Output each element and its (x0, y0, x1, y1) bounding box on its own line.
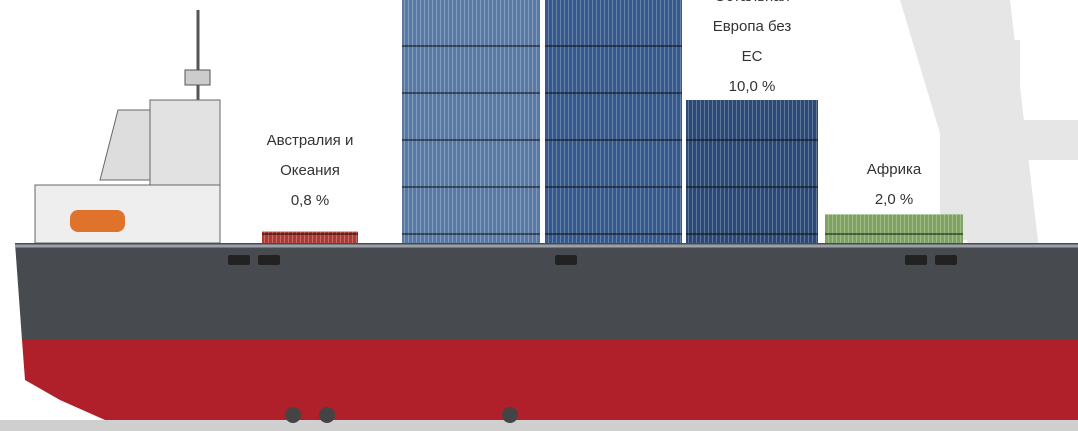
label: Остальная Европа без ЕС 10,0 % (707, 0, 797, 102)
category-label: Австралия и Океания (266, 132, 354, 179)
hull-lower (22, 340, 1078, 420)
container-texture (686, 100, 818, 243)
label: Австралия и Океания 0,8 % (265, 126, 355, 216)
value-label: 10,0 % (728, 78, 776, 95)
category-label: Африка (866, 161, 922, 178)
container-texture (825, 214, 963, 243)
container-texture (402, 0, 540, 243)
container-texture (262, 231, 358, 243)
value-label: 0,8 % (290, 192, 330, 209)
category-label: Остальная Европа без ЕС (712, 0, 792, 65)
label: Африка 2,0 % (849, 155, 939, 215)
hull-upper (15, 243, 1078, 340)
value-label: 2,0 % (874, 191, 914, 208)
container-texture (545, 0, 682, 243)
bridge (34, 10, 221, 244)
